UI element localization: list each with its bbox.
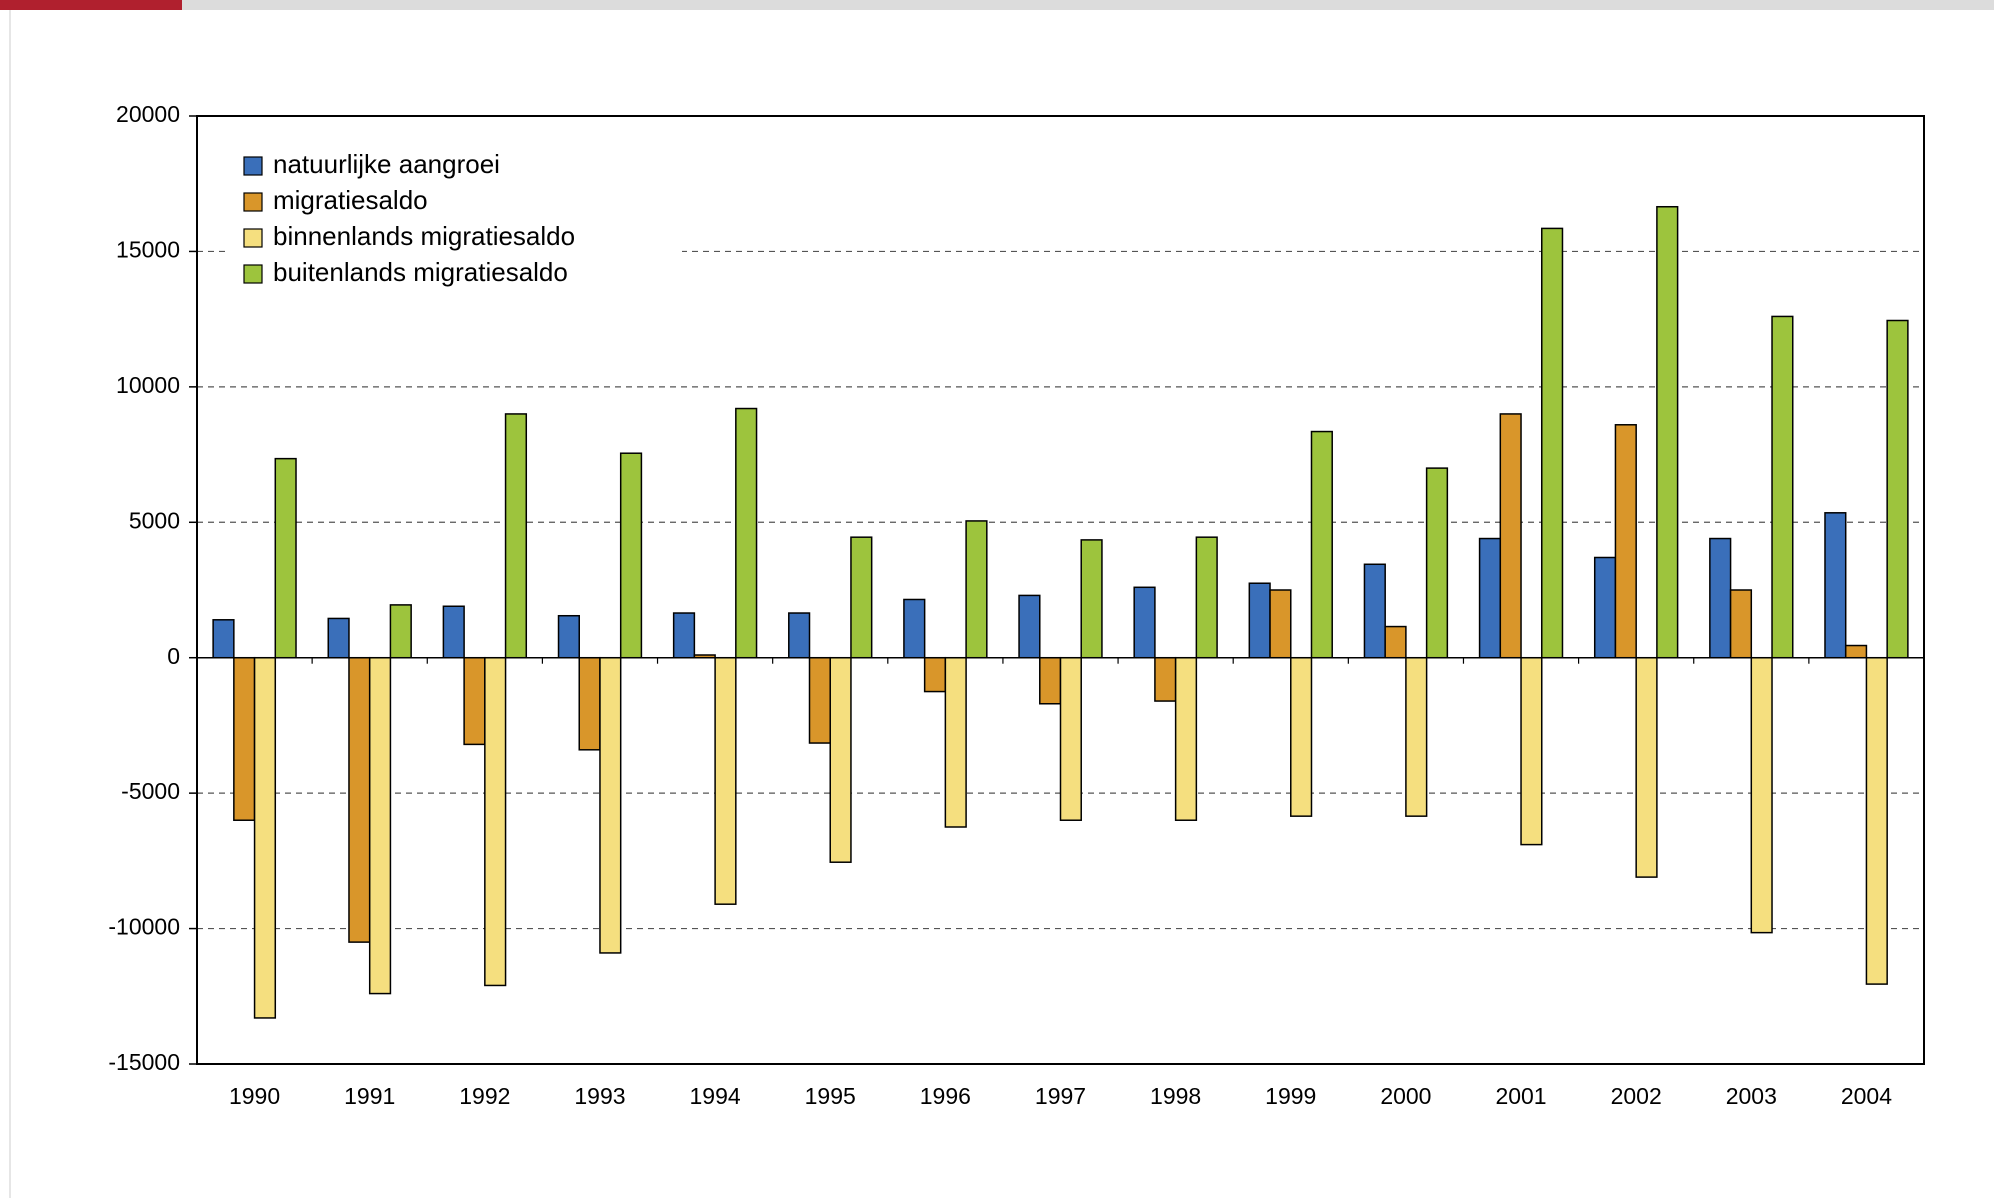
bar — [619, 452, 643, 659]
x-tick-label: 1990 — [229, 1083, 280, 1109]
x-tick-label: 1992 — [459, 1083, 510, 1109]
bar — [348, 656, 371, 943]
bar — [1593, 556, 1617, 659]
bar — [944, 656, 967, 828]
bar — [1248, 582, 1271, 659]
bar — [463, 656, 486, 746]
bar — [1886, 319, 1909, 659]
legend-label: binnenlands migratiesaldo — [273, 221, 575, 251]
bar — [1405, 656, 1428, 817]
bar — [274, 457, 297, 659]
bar — [1729, 589, 1753, 659]
legend-swatch — [243, 264, 263, 284]
bar — [1520, 656, 1543, 846]
bar — [1133, 586, 1156, 659]
bar — [504, 413, 528, 659]
legend-background — [227, 142, 682, 292]
x-tick-label: 1993 — [574, 1083, 625, 1109]
x-tick-label: 1997 — [1035, 1083, 1086, 1109]
bar — [1771, 315, 1794, 659]
bar — [1195, 536, 1218, 659]
legend-label: migratiesaldo — [273, 185, 428, 215]
bar — [1310, 430, 1333, 659]
legend-swatch — [243, 156, 263, 176]
bar — [1499, 413, 1522, 659]
x-tick-label: 1999 — [1265, 1083, 1316, 1109]
bar — [714, 656, 737, 905]
bar — [1541, 227, 1564, 659]
bar — [442, 605, 465, 659]
bar — [808, 656, 831, 744]
legend-label: buitenlands migratiesaldo — [273, 257, 568, 287]
bar — [233, 656, 256, 821]
bar — [1154, 656, 1177, 702]
bar — [1865, 656, 1888, 985]
bar — [557, 614, 580, 659]
bar — [923, 656, 947, 693]
bar — [850, 536, 873, 659]
bar — [212, 619, 235, 659]
bar — [578, 656, 601, 751]
bar — [368, 656, 392, 995]
bar — [1844, 644, 1868, 659]
x-tick-label: 2000 — [1380, 1083, 1431, 1109]
x-tick-label: 1995 — [805, 1083, 856, 1109]
x-tick-label: 2004 — [1841, 1083, 1892, 1109]
x-tick-label: 2002 — [1611, 1083, 1662, 1109]
bar — [965, 520, 988, 659]
y-tick-label: 5000 — [129, 507, 180, 533]
bar — [1750, 656, 1773, 934]
bar — [327, 617, 350, 659]
bar — [1478, 537, 1502, 659]
header-tab — [0, 0, 182, 10]
bar — [1290, 656, 1313, 817]
bar — [903, 598, 926, 659]
x-tick-label: 1994 — [690, 1083, 741, 1109]
bar — [1384, 625, 1407, 659]
y-tick-label: 10000 — [116, 372, 180, 398]
y-tick-label: -15000 — [108, 1049, 180, 1075]
bar — [1269, 589, 1292, 659]
y-tick-label: 0 — [167, 643, 180, 669]
bar — [484, 656, 507, 987]
legend: natuurlijke aangroei migratiesaldo binnenl… — [227, 142, 682, 292]
header-bar — [0, 0, 1994, 10]
bars — [212, 205, 1909, 1019]
bar — [1080, 539, 1103, 659]
bar — [1709, 537, 1732, 659]
y-tick-label: -5000 — [121, 778, 180, 804]
bar — [735, 407, 758, 659]
x-tick-label: 2001 — [1495, 1083, 1546, 1109]
legend-swatch — [243, 228, 263, 248]
x-tick-label: 1996 — [920, 1083, 971, 1109]
legend-swatch — [243, 192, 263, 212]
bar — [1614, 424, 1637, 659]
bar — [1059, 656, 1082, 821]
bar — [1039, 656, 1062, 705]
bar — [1656, 205, 1679, 659]
x-tick-label: 1998 — [1150, 1083, 1201, 1109]
bar — [389, 604, 412, 659]
y-tick-label: 20000 — [116, 101, 180, 127]
axes: -15000 -10000 -5000 0 5000 10000 15000 20000 199… — [108, 101, 1925, 1109]
bar — [599, 656, 622, 954]
bar — [788, 612, 811, 659]
bar — [1425, 467, 1449, 659]
legend-label: natuurlijke aangroei — [273, 149, 500, 179]
bar — [253, 656, 277, 1019]
bar — [672, 612, 696, 659]
y-tick-label: 15000 — [116, 237, 180, 263]
plot-border — [196, 115, 1925, 1065]
x-tick-label: 2003 — [1726, 1083, 1777, 1109]
bar — [1363, 563, 1386, 659]
bar — [1635, 656, 1658, 878]
bar — [1824, 512, 1847, 659]
x-tick-label: 1991 — [344, 1083, 395, 1109]
y-tick-label: -10000 — [108, 914, 180, 940]
bar — [1174, 656, 1198, 821]
bar — [829, 656, 852, 863]
bar — [1018, 594, 1041, 659]
